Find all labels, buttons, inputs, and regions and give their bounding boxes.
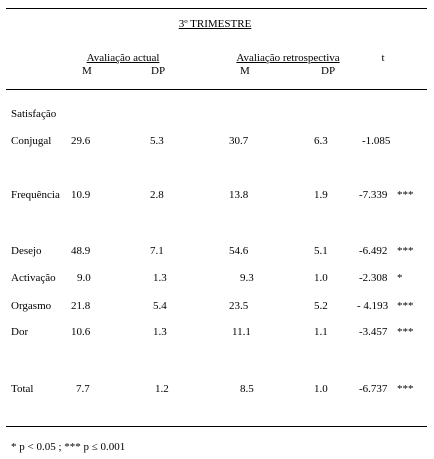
cell-actual-dp: 1.3 [153, 272, 167, 284]
cell-retro-dp: 1.9 [314, 189, 328, 201]
cell-actual-m: 21.8 [71, 300, 91, 312]
table-title: 3º TRIMESTRE [178, 18, 252, 30]
cell-retro-m: 23.5 [229, 300, 249, 312]
cell-retro-m: 9.3 [240, 272, 254, 284]
cell-retro-dp: 1.1 [314, 326, 328, 338]
bottom-rule [6, 426, 427, 427]
cell-actual-dp: 1.2 [155, 383, 169, 395]
row-label: Frequência [11, 189, 60, 201]
cell-actual-dp: 7.1 [150, 245, 164, 257]
cell-t: -3.457 [359, 326, 388, 338]
cell-actual-dp: 1.3 [153, 326, 167, 338]
cell-t: -2.308 [359, 272, 388, 284]
cell-retro-dp: 1.0 [314, 383, 328, 395]
header-rule [6, 89, 427, 90]
cell-retro-dp: 6.3 [314, 135, 328, 147]
top-rule [6, 8, 427, 9]
cell-actual-m: 29.6 [71, 135, 91, 147]
cell-retro-dp: 5.1 [314, 245, 328, 257]
row-label: Conjugal [11, 135, 52, 147]
cell-retro-m: 30.7 [229, 135, 249, 147]
cell-significance: *** [397, 300, 414, 312]
cell-significance: *** [397, 245, 414, 257]
cell-retro-m: 8.5 [240, 383, 254, 395]
cell-retro-dp: 5.2 [314, 300, 328, 312]
cell-actual-dp: 5.4 [153, 300, 167, 312]
cell-retro-m: 54.6 [229, 245, 249, 257]
cell-t: - 4.193 [357, 300, 389, 312]
cell-actual-m: 9.0 [77, 272, 91, 284]
group-header-actual: Avaliação actual [86, 52, 160, 64]
subheader-actual-dp: DP [151, 65, 166, 77]
cell-actual-m: 48.9 [71, 245, 91, 257]
subheader-retro-m: M [240, 65, 250, 77]
section-label: Satisfação [11, 108, 57, 120]
cell-significance: *** [397, 326, 414, 338]
cell-actual-m: 10.9 [71, 189, 91, 201]
cell-significance: *** [397, 383, 414, 395]
cell-actual-m: 10.6 [71, 326, 91, 338]
cell-t: -6.737 [359, 383, 388, 395]
cell-t: -6.492 [359, 245, 388, 257]
row-label: Activação [11, 272, 56, 284]
cell-actual-m: 7.7 [76, 383, 90, 395]
cell-significance: * [397, 272, 403, 284]
row-label: Total [11, 383, 34, 395]
subheader-retro-dp: DP [321, 65, 336, 77]
cell-actual-dp: 5.3 [150, 135, 164, 147]
cell-t: -7.339 [359, 189, 388, 201]
cell-actual-dp: 2.8 [150, 189, 164, 201]
cell-retro-m: 11.1 [232, 326, 251, 338]
footnote: * p < 0.05 ; *** p ≤ 0.001 [11, 441, 126, 453]
group-header-t: t [381, 52, 385, 64]
group-header-retro: Avaliação retrospectiva [236, 52, 340, 64]
row-label: Dor [11, 326, 29, 338]
cell-significance: *** [397, 189, 414, 201]
cell-retro-dp: 1.0 [314, 272, 328, 284]
cell-retro-m: 13.8 [229, 189, 249, 201]
cell-t: -1.085 [362, 135, 391, 147]
row-label: Desejo [11, 245, 42, 257]
subheader-actual-m: M [82, 65, 92, 77]
row-label: Orgasmo [11, 300, 52, 312]
